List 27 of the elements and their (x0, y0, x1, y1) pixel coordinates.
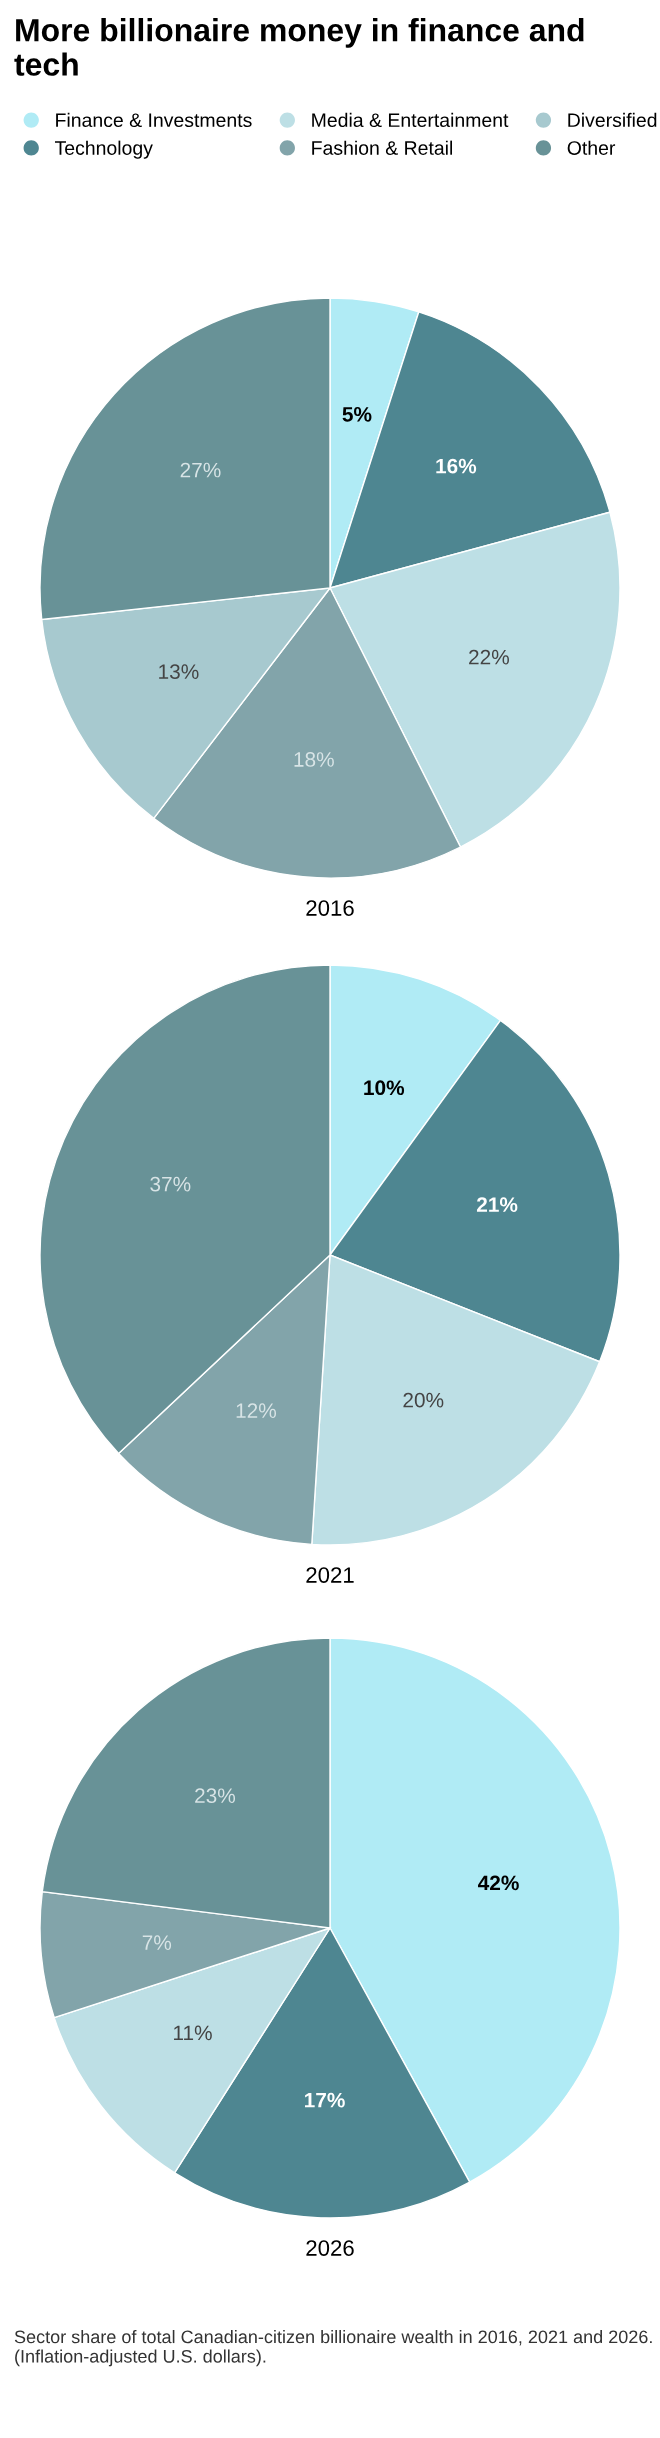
legend-label: Finance & Investments (56, 112, 252, 128)
data-label: 12% (236, 1403, 277, 1418)
data-label: 27% (180, 462, 221, 478)
text: Sector share of total Canadian-citizen billionaire wealth in 2016, 2021 and 2026. (Inflation-adjusted U.S. dollars). (14, 2330, 652, 2367)
data-label: 17% (305, 2092, 345, 2108)
data-label: 20% (403, 1392, 444, 1408)
data-label: 22% (469, 649, 509, 665)
data-label: 21% (476, 1197, 518, 1213)
legend-label: Fashion & Retail (312, 140, 453, 155)
text: 2021 (306, 1567, 354, 1583)
data-label: 7% (142, 1935, 172, 1950)
data-label: 16% (436, 458, 477, 474)
chart-title: More billionaire money in finance and tech (14, 18, 584, 76)
legend-label: Other (567, 140, 616, 155)
data-label: 11% (174, 2025, 212, 2041)
data-label: 37% (150, 1176, 191, 1192)
data-label: 18% (294, 752, 334, 767)
legend-label: Technology (54, 140, 153, 159)
data-label: 13% (159, 664, 199, 680)
text: 2016 (306, 900, 354, 916)
data-label: 5% (342, 406, 372, 422)
text: 2026 (306, 2240, 354, 2256)
data-label: 23% (195, 1788, 236, 1804)
data-label: 42% (478, 1875, 519, 1891)
legend-label: Diversified (568, 112, 657, 128)
data-label: 10% (364, 1080, 405, 1096)
legend-label: Media & Entertainment (312, 112, 509, 128)
